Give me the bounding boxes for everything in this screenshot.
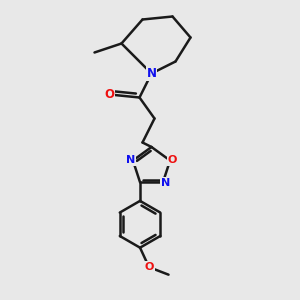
Text: O: O <box>144 262 154 272</box>
Text: N: N <box>146 67 157 80</box>
Text: N: N <box>126 155 135 166</box>
Text: N: N <box>161 178 170 188</box>
Text: O: O <box>104 88 115 101</box>
Text: O: O <box>168 155 177 166</box>
